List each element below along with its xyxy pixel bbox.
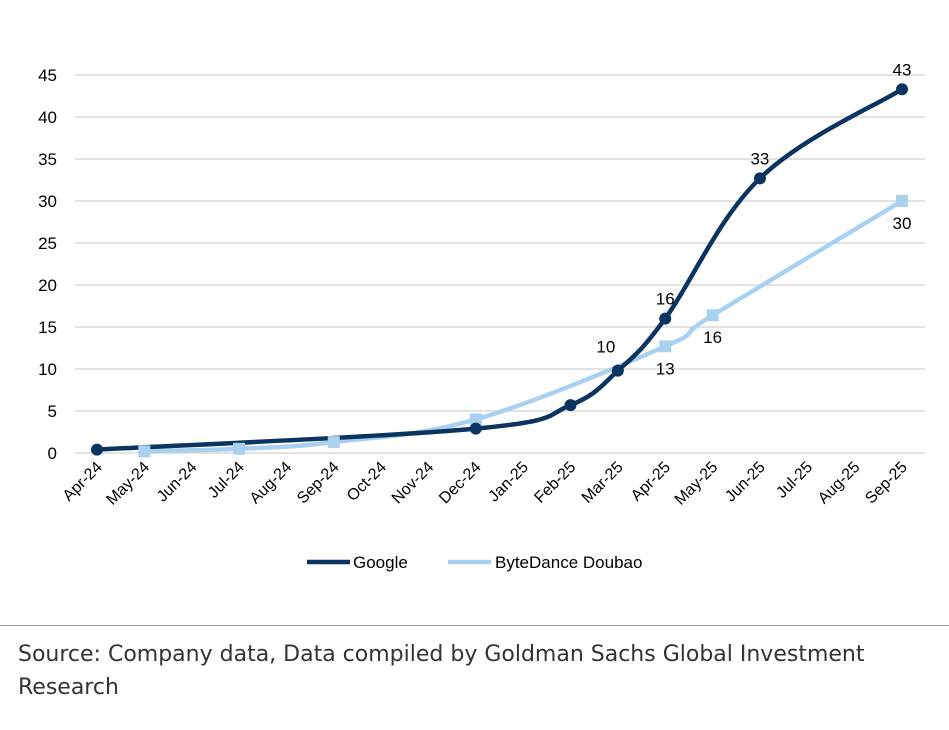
x-tick-label: Jun-24 [154, 459, 201, 506]
x-tick-label: May-25 [672, 459, 722, 509]
x-tick-label: Jul-25 [773, 459, 816, 502]
x-tick-label: Jan-25 [485, 459, 532, 506]
google-point [611, 364, 624, 377]
y-tick-label: 25 [38, 234, 57, 253]
y-tick-label: 5 [48, 402, 57, 421]
google-point [753, 172, 766, 185]
x-tick-label: Apr-24 [60, 459, 106, 505]
data-label: 16 [656, 290, 675, 309]
bytedance-point [469, 413, 482, 426]
bytedance-point [659, 340, 672, 353]
x-tick-label: Oct-24 [344, 459, 390, 505]
data-label: 30 [893, 214, 912, 233]
bytedance-point [233, 442, 246, 455]
x-tick-label: Apr-25 [628, 459, 674, 505]
x-tick-label: Mar-25 [579, 459, 627, 507]
x-tick-label: Feb-25 [531, 459, 579, 507]
data-label: 10 [596, 338, 615, 357]
data-label: 16 [703, 328, 722, 347]
data-label: 43 [893, 60, 912, 79]
legend-label-google: Google [353, 553, 408, 572]
y-tick-label: 15 [38, 318, 57, 337]
y-tick-label: 45 [38, 66, 57, 85]
y-tick-label: 20 [38, 276, 57, 295]
x-tick-label: Sep-24 [294, 459, 343, 508]
data-label: 13 [656, 359, 675, 378]
x-tick-label: Aug-24 [247, 459, 296, 508]
bytedance-point [138, 445, 151, 458]
y-tick-label: 0 [48, 444, 57, 463]
y-tick-label: 30 [38, 192, 57, 211]
bytedance-point [896, 195, 908, 207]
y-tick-label: 10 [38, 360, 57, 379]
series-line-bytedance [142, 198, 905, 454]
y-tick-label: 40 [38, 108, 57, 127]
google-point [91, 443, 103, 456]
google-point [659, 312, 672, 325]
divider [0, 625, 949, 626]
series-line-google [94, 87, 905, 452]
google-point [896, 83, 908, 96]
x-tick-label: Jul-24 [205, 459, 248, 502]
x-tick-label: Nov-24 [389, 459, 438, 508]
x-tick-label: Sep-25 [862, 459, 911, 508]
x-tick-label: May-24 [103, 459, 153, 509]
x-tick-label: Jun-25 [722, 459, 769, 506]
x-tick-label: Aug-25 [815, 459, 864, 508]
bytedance-point [706, 309, 719, 322]
bytedance-point [327, 436, 340, 449]
google-point [564, 399, 577, 412]
source-note: Source: Company data, Data compiled by G… [18, 642, 865, 700]
legend-label-bytedance: ByteDance Doubao [495, 553, 642, 572]
x-tick-label: Dec-24 [436, 459, 485, 508]
google-point [469, 422, 482, 435]
data-label: 33 [750, 149, 769, 168]
y-tick-label: 35 [38, 150, 57, 169]
